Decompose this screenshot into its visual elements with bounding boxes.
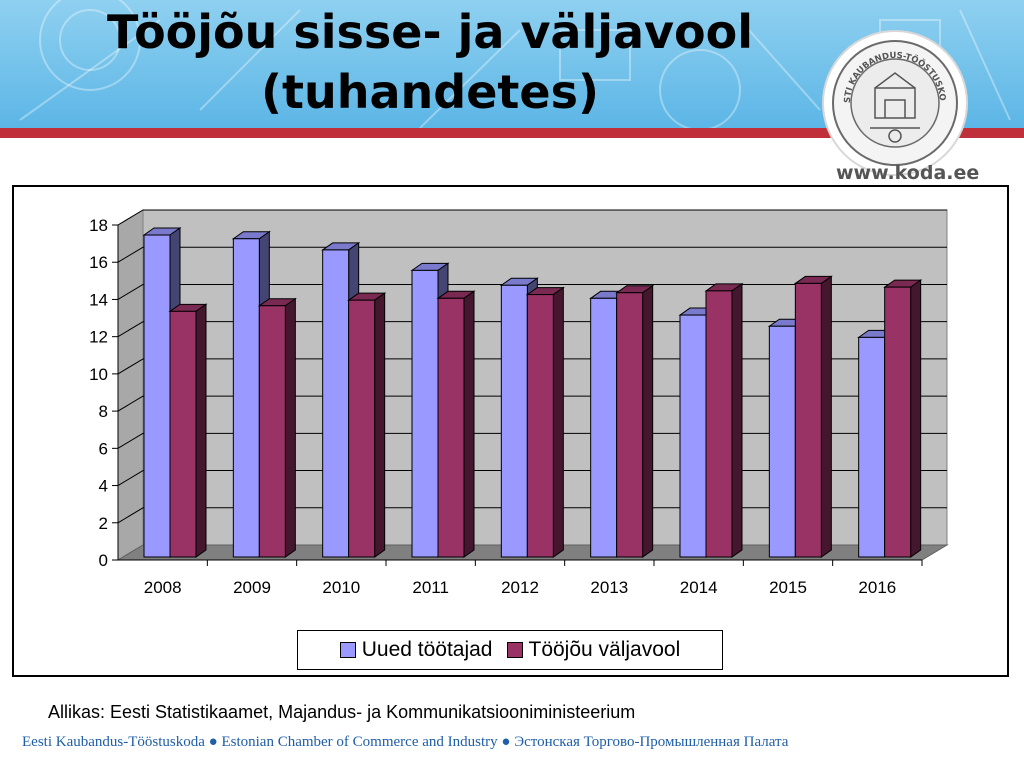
legend-swatch-series-1: [339, 642, 356, 658]
legend-item-series-1: Uued töötajad: [339, 638, 493, 662]
x-tick-label-2008: 2008: [144, 578, 182, 597]
gridline-side: [117, 246, 144, 263]
bar-series-1-2011: [411, 269, 439, 558]
bar-series-2-2013-side: [642, 284, 654, 558]
bar-series-2-2015: [794, 282, 822, 558]
bar-series-2-2011-side: [463, 290, 475, 558]
x-tick-label-2009: 2009: [233, 578, 271, 597]
bar-series-1-2015: [768, 325, 796, 558]
bar-series-2-2009: [258, 305, 286, 558]
y-tick-label: 6: [99, 439, 108, 458]
chamber-seal-logo: EESTI KAUBANDUS-TÖÖSTUSKODA: [820, 28, 968, 176]
x-tick-label-2016: 2016: [858, 578, 896, 597]
chart-legend: Uued töötajad Tööjõu väljavool: [297, 630, 723, 670]
x-tick-label-2013: 2013: [590, 578, 628, 597]
bar-series-1-2010: [322, 249, 350, 558]
gridline-side: [117, 395, 144, 412]
gridline-side: [117, 470, 144, 486]
website-url[interactable]: www.koda.ee: [836, 162, 980, 184]
bar-series-2-2012: [526, 294, 554, 558]
legend-label-series-2: Tööjõu väljavool: [528, 638, 681, 661]
y-tick-label: 4: [99, 477, 108, 496]
legend-swatch-series-2: [506, 642, 523, 658]
y-tick-label: 2: [99, 514, 108, 533]
gridline-side: [117, 507, 144, 524]
bar-series-2-2012-side: [552, 286, 564, 558]
bar-series-2-2008-side: [195, 303, 207, 558]
footer-organization-line: Eesti Kaubandus-Tööstuskoda ● Estonian C…: [22, 734, 789, 750]
bar-series-2-2011: [437, 297, 465, 558]
legend-label-series-1: Uued töötajad: [361, 638, 493, 661]
bar-series-2-2014: [705, 290, 733, 558]
bar-series-2-2014-side: [731, 282, 743, 558]
bar-series-1-2016: [858, 336, 886, 558]
bar-series-2-2013: [616, 292, 644, 558]
bar-series-2-2009-side: [284, 297, 296, 558]
x-tick-label-2011: 2011: [412, 578, 449, 597]
title-line-1: Tööjõu sisse- ja väljavool: [107, 5, 753, 59]
page-title: Tööjõu sisse- ja väljavool (tuhandetes): [60, 2, 800, 122]
gridline-side: [117, 321, 144, 338]
bar-series-2-2016-side: [910, 279, 922, 558]
gridline-side: [117, 358, 144, 375]
x-tick-label-2015: 2015: [769, 578, 807, 597]
source-note: Allikas: Eesti Statistikaamet, Majandus-…: [48, 702, 636, 722]
chart-side-wall: [117, 209, 144, 561]
red-divider-band: [0, 128, 1024, 138]
bar-series-2-2008: [169, 310, 197, 558]
x-tick-label-2012: 2012: [501, 578, 539, 597]
x-tick-label-2014: 2014: [680, 578, 718, 597]
bar-series-1-2013: [590, 297, 618, 558]
y-tick-label: 18: [89, 216, 108, 235]
bar-series-1-2014: [679, 314, 707, 558]
gridline-side: [117, 209, 144, 226]
y-tick-label: 8: [99, 402, 108, 421]
y-tick-label: 16: [89, 253, 108, 272]
bar-series-1-2008: [143, 234, 171, 558]
y-tick-label: 12: [89, 328, 108, 347]
y-tick-label: 10: [89, 365, 108, 384]
bar-series-2-2010: [348, 299, 376, 558]
y-tick-label: 0: [99, 551, 108, 570]
bar-series-1-2012: [500, 284, 528, 558]
bar-series-2-2016: [884, 286, 912, 558]
bar-series-2-2010-side: [374, 292, 386, 558]
bar-series-1-2009: [232, 238, 260, 558]
title-line-2: (tuhandetes): [260, 65, 599, 119]
legend-item-series-2: Tööjõu väljavool: [506, 638, 681, 662]
gridline-side: [117, 284, 144, 300]
y-tick-label: 14: [89, 290, 108, 309]
gridline-side: [117, 432, 144, 449]
x-tick-label-2010: 2010: [322, 578, 360, 597]
bar-series-2-2015-side: [820, 275, 832, 558]
